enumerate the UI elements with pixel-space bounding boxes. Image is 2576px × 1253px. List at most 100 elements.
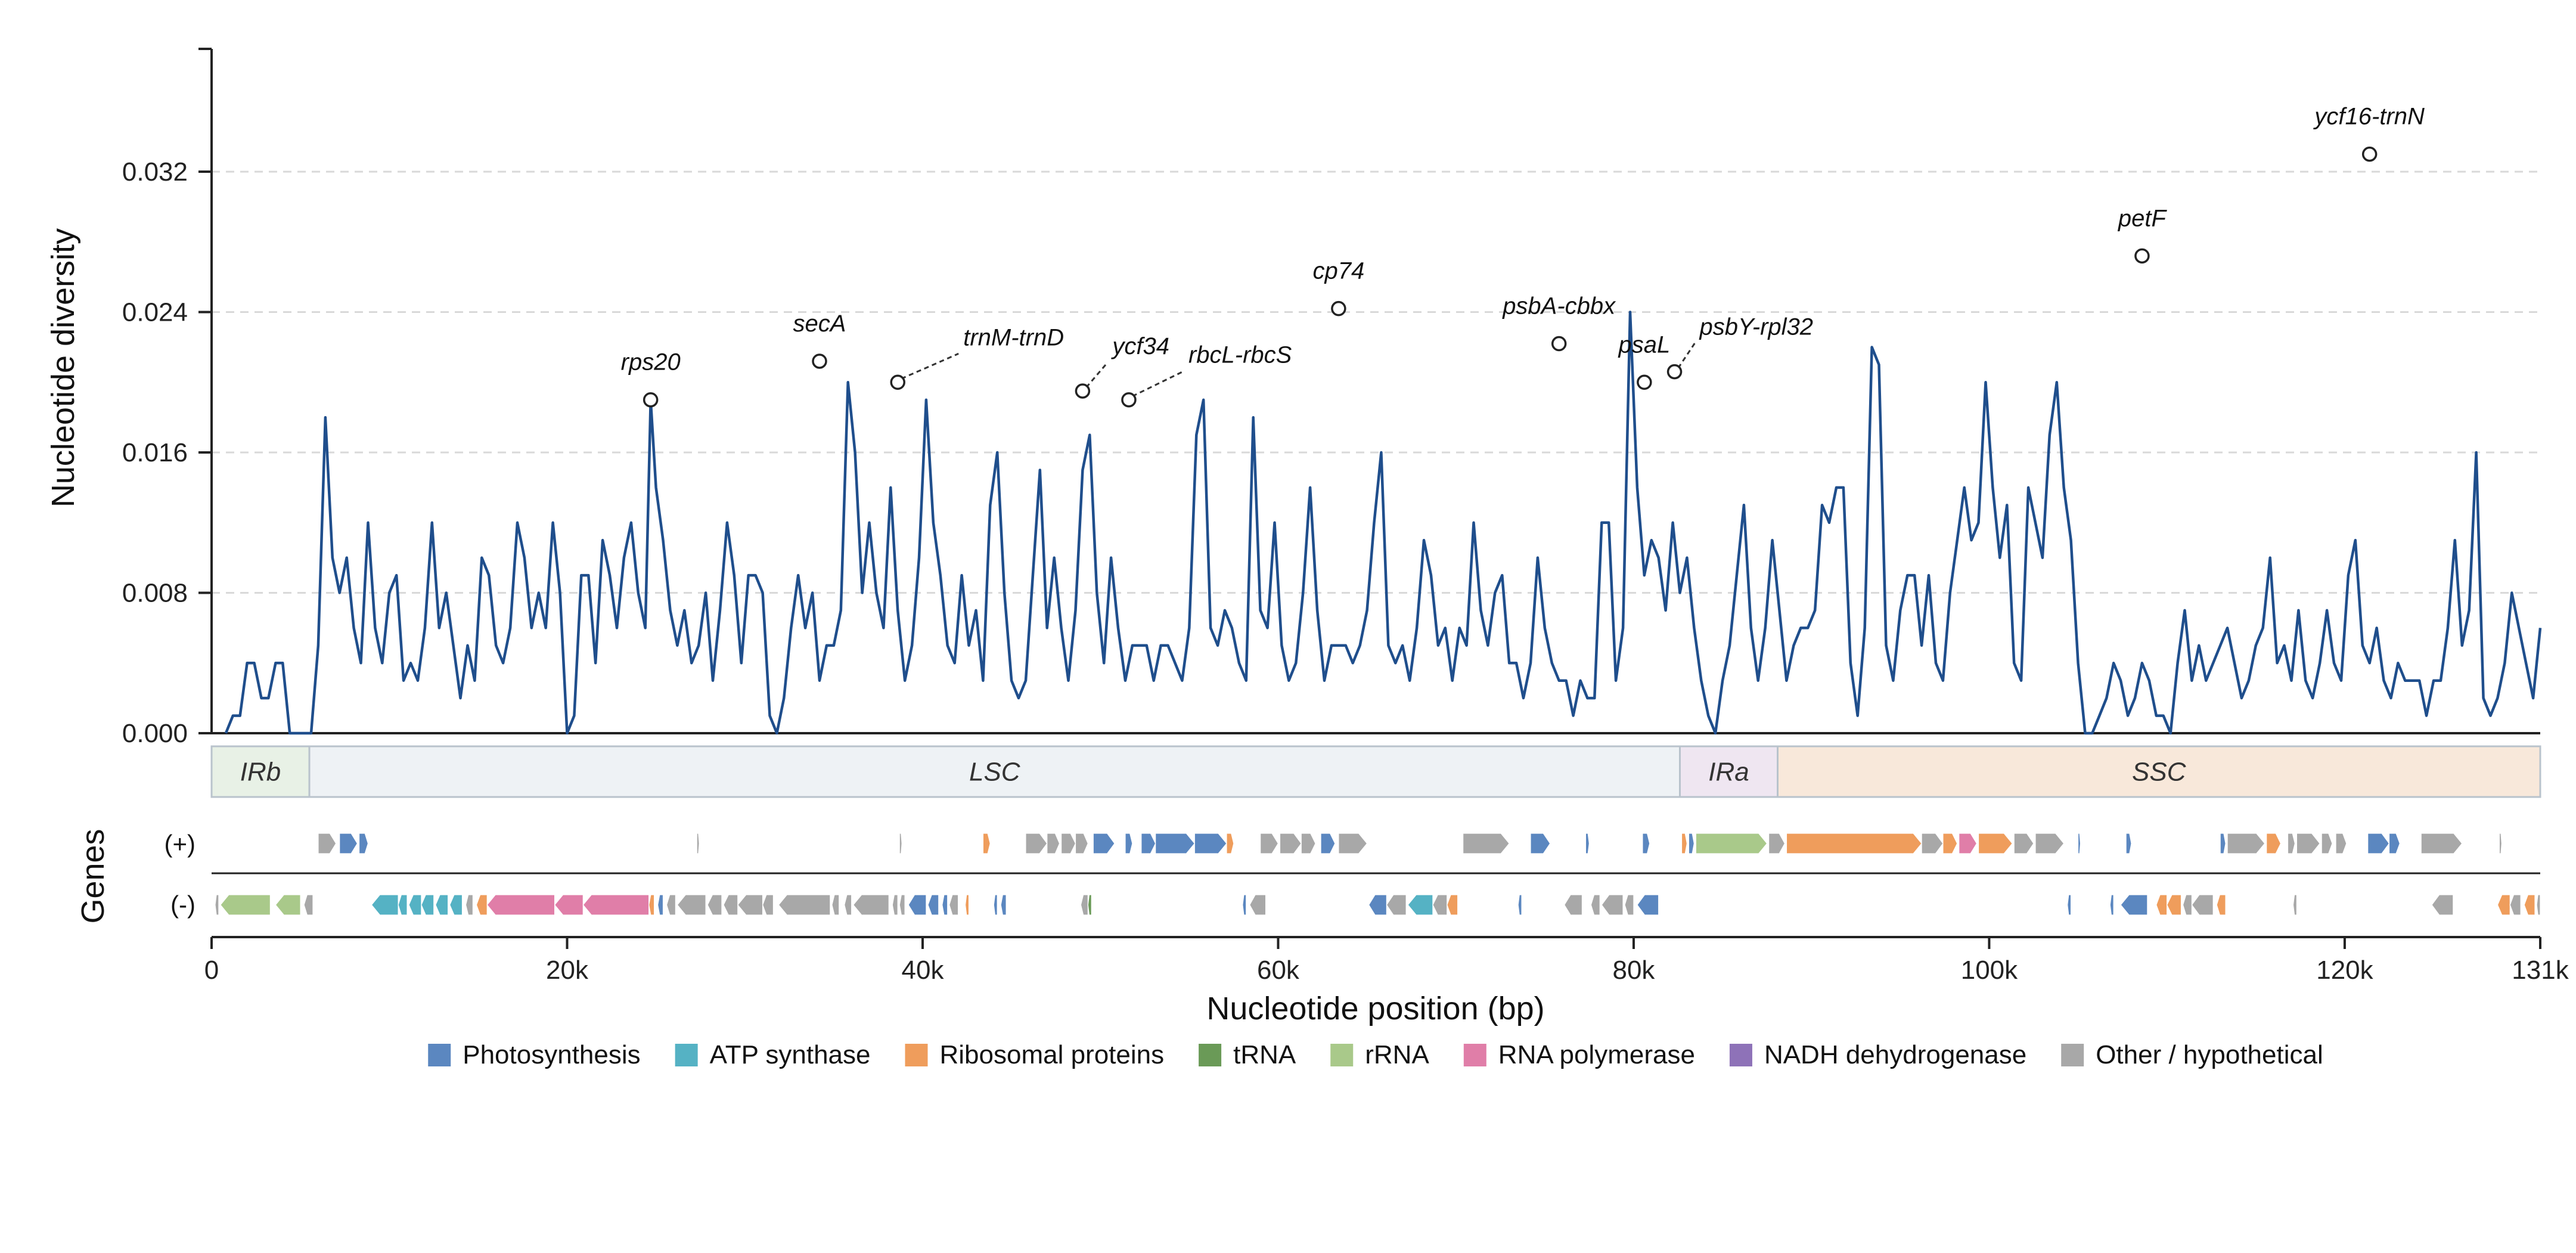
gene-arrow xyxy=(1000,894,1007,916)
peak-label: cp74 xyxy=(1312,258,1364,284)
peak-label: ycf34 xyxy=(1110,333,1169,359)
gene-arrow xyxy=(1642,833,1650,854)
gene-arrow xyxy=(1279,833,1302,854)
gene-arrow xyxy=(1447,894,1458,916)
peak-leader-line xyxy=(1677,342,1696,369)
gene-arrow xyxy=(2287,833,2296,854)
gene-arrow xyxy=(2227,833,2265,854)
gene-arrow xyxy=(1141,833,1156,854)
gene-arrow xyxy=(2077,833,2081,854)
peak-label: ycf16-trnN xyxy=(2313,104,2425,130)
peak-marker xyxy=(890,374,905,390)
peak-label: secA xyxy=(793,311,846,337)
gene-arrow xyxy=(1249,894,1267,916)
region-box xyxy=(210,745,311,798)
gene-arrow xyxy=(1601,894,1624,916)
gene-arrow xyxy=(762,894,774,916)
strand-label-plus: (+) xyxy=(165,830,196,858)
x-tick-label: 131k xyxy=(2512,956,2569,985)
legend-swatch xyxy=(1330,1044,1354,1066)
gene-arrow xyxy=(1681,833,1688,854)
gene-arrow xyxy=(831,894,840,916)
y-tick-label: 0.008 xyxy=(122,579,188,608)
gene-arrow xyxy=(844,894,852,916)
gene-arrow xyxy=(964,894,970,916)
gene-arrow xyxy=(1463,833,1510,854)
genes-axis-title: Genes xyxy=(75,829,111,923)
gene-arrow xyxy=(993,894,998,916)
gene-arrow xyxy=(1061,833,1076,854)
peak-marker xyxy=(1551,336,1567,352)
gene-arrow xyxy=(2167,894,2182,916)
gene-arrow xyxy=(1563,894,1583,916)
gene-arrow xyxy=(275,894,301,916)
x-tick-label: 120k xyxy=(2316,956,2373,985)
legend-swatch xyxy=(675,1044,698,1066)
legend-swatch xyxy=(905,1044,928,1066)
gene-arrow xyxy=(2431,894,2454,916)
y-axis-title: Nucleotide diversity xyxy=(45,228,81,507)
gene-arrow xyxy=(1194,833,1227,854)
legend-label: tRNA xyxy=(1233,1040,1296,1069)
gene-arrow xyxy=(303,894,314,916)
gene-arrow xyxy=(2035,833,2065,854)
series-line xyxy=(224,311,2542,735)
peak-marker xyxy=(1075,383,1091,399)
legend-swatch xyxy=(2061,1044,2084,1066)
gene-arrow xyxy=(2420,833,2463,854)
gene-arrow xyxy=(1320,833,1336,854)
legend-label: NADH dehydrogenase xyxy=(1764,1040,2026,1069)
gene-arrow xyxy=(892,894,898,916)
gene-arrow xyxy=(1688,833,1694,854)
legend-swatch xyxy=(1199,1044,1222,1066)
gene-arrow xyxy=(737,894,764,916)
peak-label: rps20 xyxy=(621,349,681,376)
gene-arrow xyxy=(2321,833,2333,854)
gene-arrow xyxy=(1786,833,1922,854)
peak-marker xyxy=(1331,300,1346,317)
y-tick-label: 0.000 xyxy=(122,719,188,748)
region-label: IRa xyxy=(1708,758,1749,787)
peak-annotations: rps20 secA trnM-trnD ycf34 rbcL-rbcS cp74 psbA… xyxy=(621,104,2425,408)
gene-arrow xyxy=(358,833,369,854)
gene-arrow xyxy=(1768,833,1786,854)
gene-arrow xyxy=(435,894,449,916)
y-tick-label: 0.016 xyxy=(122,438,188,467)
gene-arrow xyxy=(1155,833,1196,854)
peak-marker xyxy=(1121,392,1137,408)
gene-arrow xyxy=(2220,833,2226,854)
gene-arrow xyxy=(554,894,584,916)
peak-label: psaL xyxy=(1618,331,1670,358)
gene-arrow xyxy=(2524,894,2535,916)
gene-arrow xyxy=(408,894,422,916)
gene-arrow xyxy=(899,894,905,916)
gene-arrow xyxy=(1368,894,1387,916)
gene-arrow xyxy=(778,894,831,916)
gene-arrow xyxy=(676,894,706,916)
peak-label: rbcL-rbcS xyxy=(1188,342,1292,368)
gene-arrow xyxy=(1338,833,1368,854)
gene-arrow xyxy=(465,894,474,916)
gridlines xyxy=(212,170,2540,594)
gene-arrow xyxy=(648,894,655,916)
gene-arrow xyxy=(215,894,219,916)
gene-arrow xyxy=(1637,894,1659,916)
x-tick-label: 0 xyxy=(204,956,219,985)
gene-arrow xyxy=(2216,894,2226,916)
gene-arrow xyxy=(723,894,738,916)
gene-arrow xyxy=(2109,894,2114,916)
region-box xyxy=(1777,745,2541,798)
x-tick-label: 60k xyxy=(1257,956,1300,985)
gene-arrow xyxy=(2191,894,2214,916)
gene-arrow xyxy=(1087,894,1092,916)
peak-marker xyxy=(1666,364,1683,380)
x-tick-label: 40k xyxy=(902,956,945,985)
gene-arrow xyxy=(707,894,722,916)
x-axis-title: Nucleotide position (bp) xyxy=(1206,991,1544,1026)
gene-arrow xyxy=(1942,833,1958,854)
gene-arrow xyxy=(1695,833,1768,854)
peak-marker xyxy=(2134,248,2150,264)
gene-arrow xyxy=(1125,833,1133,854)
peak-label: trnM-trnD xyxy=(963,324,1064,351)
